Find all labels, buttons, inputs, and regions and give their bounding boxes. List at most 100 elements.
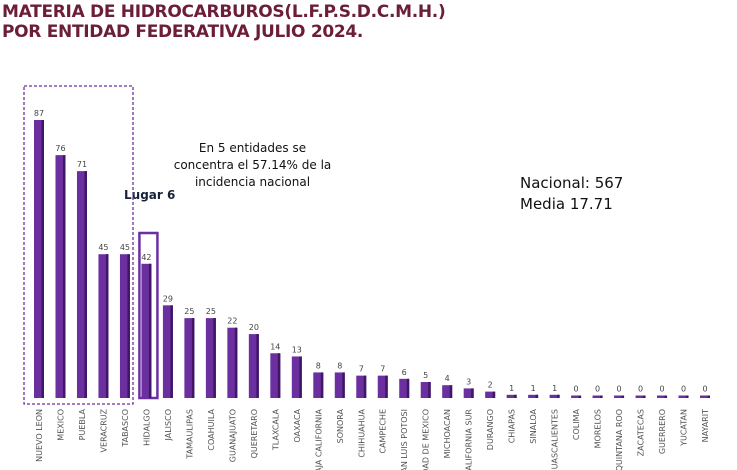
bar-side-26 — [600, 395, 603, 398]
highlight-label: Lugar 6 — [124, 188, 176, 202]
bar-21 — [485, 391, 496, 398]
bar-side-13 — [320, 372, 324, 398]
bar-side-21 — [492, 391, 496, 398]
bar-side-10 — [256, 334, 259, 398]
tick-label-1: MEXICO — [56, 409, 65, 441]
tick-label-17: AN LUIS POTOSI — [400, 409, 409, 470]
bar-19 — [442, 385, 453, 398]
data-label-6: 29 — [163, 294, 173, 303]
bar-side-0 — [41, 120, 44, 398]
data-label-28: 0 — [638, 385, 643, 394]
data-label-14: 8 — [337, 361, 342, 370]
tick-label-4: TABASCO — [121, 409, 130, 448]
media-value: Media 17.71 — [520, 195, 613, 213]
tick-label-29: GUERRERO — [658, 409, 667, 454]
bar-side-15 — [363, 375, 367, 398]
bar-side-24 — [557, 394, 560, 398]
annotation-line-2: concentra el 57.14% de la — [173, 158, 332, 172]
tick-label-31: NAYARIT — [701, 409, 710, 442]
tick-label-28: ZACATECAS — [637, 409, 646, 456]
data-label-11: 14 — [270, 342, 280, 351]
bar-side-25 — [578, 395, 582, 398]
bar-side-23 — [535, 394, 539, 398]
bar-side-1 — [62, 155, 66, 398]
bar-25 — [571, 395, 582, 398]
bar-23 — [528, 394, 539, 398]
tick-label-2: PUEBLA — [78, 408, 87, 440]
data-label-7: 25 — [184, 307, 194, 316]
bar-side-7 — [191, 318, 195, 398]
data-label-9: 22 — [227, 317, 237, 326]
data-label-17: 6 — [402, 368, 407, 377]
bar-side-31 — [707, 395, 710, 398]
bar-30 — [678, 395, 689, 398]
bar-side-16 — [385, 375, 388, 398]
bar-side-3 — [105, 254, 109, 398]
tick-label-8: COAHUILA — [207, 408, 216, 450]
bar-side-29 — [664, 395, 668, 398]
tick-label-16: CAMPECHE — [379, 409, 388, 454]
data-label-20: 3 — [466, 377, 471, 386]
data-label-2: 71 — [77, 160, 87, 169]
tick-label-6: JALISCO — [164, 409, 173, 441]
nacional-total: Nacional: 567 — [520, 174, 624, 192]
bar-13 — [313, 372, 324, 398]
data-label-31: 0 — [702, 385, 707, 394]
bar-side-2 — [84, 171, 87, 398]
data-label-19: 4 — [445, 374, 450, 383]
bar-side-19 — [449, 385, 453, 398]
tick-label-14: SONORA — [336, 408, 345, 443]
bar-20 — [463, 388, 474, 398]
data-label-16: 7 — [380, 365, 385, 374]
data-label-25: 0 — [574, 385, 579, 394]
bar-9 — [227, 327, 238, 398]
bar-22 — [506, 394, 517, 398]
bar-side-22 — [514, 394, 517, 398]
bar-26 — [592, 395, 603, 398]
data-label-30: 0 — [681, 385, 686, 394]
bar-31 — [700, 395, 710, 398]
bar-side-17 — [406, 378, 410, 398]
bar-28 — [635, 395, 646, 398]
summary-box: Nacional: 567 Media 17.71 — [520, 173, 623, 215]
bar-side-8 — [213, 318, 216, 398]
tick-label-30: YUCATAN — [680, 409, 689, 447]
tick-label-9: GUANAJUATO — [228, 409, 237, 462]
data-label-4: 45 — [120, 243, 130, 252]
tick-label-15: CHIHUAHUA — [357, 408, 366, 457]
tick-label-5: HIDALGO — [142, 409, 151, 446]
data-label-10: 20 — [249, 323, 259, 332]
tick-label-26: MORELOS — [594, 409, 603, 448]
data-label-8: 25 — [206, 307, 216, 316]
bar-3 — [98, 254, 109, 398]
tick-label-24: GUASCALIENTES — [551, 409, 560, 470]
data-label-23: 1 — [531, 384, 536, 393]
bar-side-4 — [127, 254, 130, 398]
tick-label-11: TLAXCALA — [271, 408, 280, 451]
tick-label-25: COLIMA — [572, 408, 581, 440]
bar-7 — [184, 318, 195, 398]
data-label-13: 8 — [316, 361, 321, 370]
bar-2 — [76, 171, 87, 398]
bar-1 — [55, 155, 66, 398]
tick-label-19: MICHOACAN — [443, 409, 452, 458]
concentration-annotation: En 5 entidades se concentra el 57.14% de… — [170, 140, 335, 191]
tick-label-20: CALIFORNIA SUR — [465, 409, 474, 470]
chart-title: MATERIA DE HIDROCARBUROS(L.F.P.S.D.C.M.H… — [2, 2, 446, 42]
bar-side-20 — [471, 388, 474, 398]
tick-label-27: QUINTANA ROO — [615, 409, 624, 470]
data-label-3: 45 — [98, 243, 108, 252]
bar-5 — [141, 263, 152, 398]
bar-side-12 — [299, 356, 302, 398]
tick-label-22: CHIAPAS — [508, 409, 517, 443]
bar-0 — [34, 120, 44, 398]
tick-label-18: DAD DE MEXICO — [422, 409, 431, 470]
bar-side-11 — [277, 353, 281, 398]
tick-label-21: DURANGO — [486, 409, 495, 450]
bar-8 — [205, 318, 216, 398]
annotation-line-3: incidencia nacional — [194, 175, 311, 189]
bar-14 — [334, 372, 345, 398]
tick-label-13: AJA CALIFORNIA — [314, 408, 323, 470]
data-label-12: 13 — [292, 345, 302, 354]
